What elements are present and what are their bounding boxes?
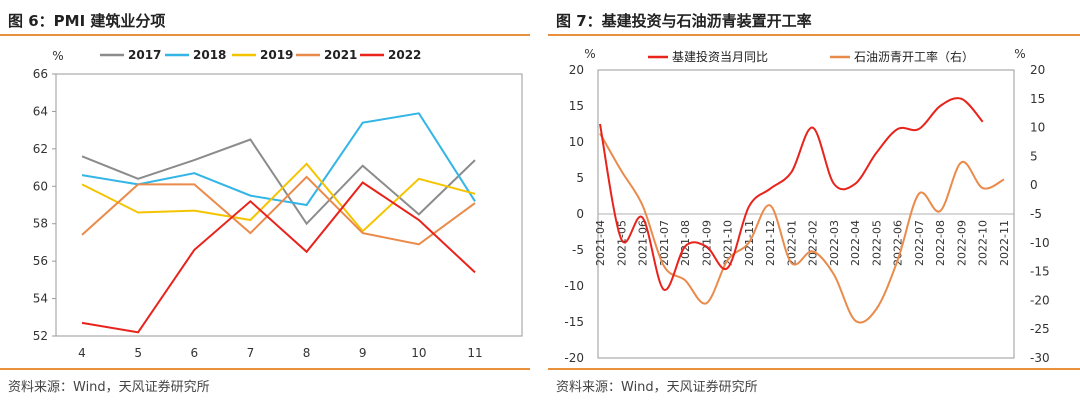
left-y-tick-label: 5 bbox=[576, 171, 584, 185]
legend-label-infra: 基建投资当月同比 bbox=[672, 49, 768, 64]
x-tick-label: 10 bbox=[411, 346, 426, 360]
infra-asphalt-line-chart: % % -20 -15 -10 -5 0 5 10 15 20 -30 -25 -20 -15 -10 -5 0 5… bbox=[564, 47, 1050, 365]
x-date-label: 2021-06 bbox=[637, 220, 650, 266]
x-date-label: 2021-10 bbox=[722, 220, 735, 266]
legend-label-2017: 2017 bbox=[128, 48, 161, 62]
right-y-tick-label: 10 bbox=[1030, 121, 1045, 135]
x-tick-label: 5 bbox=[134, 346, 142, 360]
series-line-2018 bbox=[81, 112, 476, 207]
y-tick-label: 62 bbox=[33, 142, 48, 156]
x-date-label: 2022-09 bbox=[955, 220, 968, 266]
right-y-tick-label: 15 bbox=[1030, 92, 1045, 106]
series-line-asphalt bbox=[599, 132, 1005, 324]
plot-frame bbox=[55, 73, 523, 337]
y-tick-label: 64 bbox=[33, 104, 48, 118]
left-y-tick-label: -15 bbox=[564, 315, 584, 329]
right-y-tick-label: -5 bbox=[1030, 207, 1042, 221]
x-tick-label: 4 bbox=[78, 346, 86, 360]
left-y-tick-label: 20 bbox=[569, 63, 584, 77]
left-y-tick-label: 0 bbox=[576, 207, 584, 221]
x-date-label: 2021-08 bbox=[679, 220, 692, 266]
y-tick-label: 58 bbox=[33, 217, 48, 231]
x-date-label: 2021-07 bbox=[658, 220, 671, 266]
source-note: 资料来源：Wind，天风证券研究所 bbox=[8, 380, 210, 395]
x-date-label: 2022-01 bbox=[785, 220, 798, 266]
y-tick-label: 66 bbox=[33, 67, 48, 81]
x-date-label: 2021-09 bbox=[700, 220, 713, 266]
x-date-label: 2022-05 bbox=[870, 220, 883, 266]
left-y-tick-label: 10 bbox=[569, 135, 584, 149]
x-date-label: 2022-08 bbox=[934, 220, 947, 266]
right-axis-unit: % bbox=[1014, 47, 1025, 61]
right-y-tick-label: -25 bbox=[1030, 322, 1050, 336]
right-y-tick-label: -30 bbox=[1030, 351, 1050, 365]
x-date-label: 2022-02 bbox=[807, 220, 820, 266]
x-date-label: 2022-03 bbox=[828, 220, 841, 266]
series-line-2019 bbox=[81, 162, 476, 233]
x-date-label: 2022-04 bbox=[849, 220, 862, 266]
series-line-2022 bbox=[81, 181, 476, 334]
left-y-tick-label: -20 bbox=[564, 351, 584, 365]
x-date-label: 2022-07 bbox=[913, 220, 926, 266]
x-date-label: 2021-04 bbox=[594, 220, 607, 266]
right-y-tick-label: 20 bbox=[1030, 63, 1045, 77]
legend-label-asphalt: 石油沥青开工率（右） bbox=[854, 49, 974, 64]
x-tick-label: 11 bbox=[467, 346, 482, 360]
right-y-tick-label: -15 bbox=[1030, 265, 1050, 279]
right-y-tick-label: -20 bbox=[1030, 293, 1050, 307]
series-line-infra bbox=[599, 97, 984, 291]
y-tick-label: 52 bbox=[33, 329, 48, 343]
x-tick-label: 6 bbox=[190, 346, 198, 360]
right-y-tick-label: -10 bbox=[1030, 236, 1050, 250]
panel-infrastructure-asphalt: 图 7：基建投资与石油沥青装置开工率 %% -20 -15 -10 -5 0 5 10 15 20… bbox=[548, 0, 1080, 406]
left-y-tick-label: 15 bbox=[569, 99, 584, 113]
figure-title: 图 6：PMI 建筑业分项 bbox=[8, 12, 166, 30]
x-tick-label: 8 bbox=[303, 346, 311, 360]
legend-label-2021: 2021 bbox=[324, 48, 357, 62]
x-tick-label: 7 bbox=[247, 346, 255, 360]
legend-label-2022: 2022 bbox=[388, 48, 421, 62]
x-date-label: 2022-06 bbox=[892, 220, 905, 266]
panel-pmi-construction: 图 6：PMI 建筑业分项 % 52 54 56 58 60 62 64 66 4 5 6 7 8 9 10 1… bbox=[0, 0, 530, 406]
x-date-label: 2022-11 bbox=[998, 220, 1011, 266]
y-tick-label: 54 bbox=[33, 292, 48, 306]
figure-title: 图 7：基建投资与石油沥青装置开工率 bbox=[556, 12, 812, 30]
left-axis-unit: % bbox=[584, 47, 595, 61]
x-date-label: 2022-10 bbox=[977, 220, 990, 266]
legend-label-2019: 2019 bbox=[260, 48, 293, 62]
y-tick-label: 56 bbox=[33, 254, 48, 268]
y-axis-unit: % bbox=[52, 49, 63, 63]
x-date-label: 2021-12 bbox=[764, 220, 777, 266]
left-y-tick-label: -10 bbox=[564, 279, 584, 293]
series-line-2021 bbox=[81, 175, 476, 246]
x-tick-label: 9 bbox=[359, 346, 367, 360]
source-divider bbox=[548, 368, 1080, 370]
right-y-tick-label: 0 bbox=[1030, 178, 1038, 192]
left-y-tick-label: -5 bbox=[572, 243, 584, 257]
legend-label-2018: 2018 bbox=[193, 48, 226, 62]
source-note: 资料来源：Wind，天风证券研究所 bbox=[556, 380, 758, 395]
series-line-2017 bbox=[81, 138, 476, 226]
right-y-tick-label: 5 bbox=[1030, 149, 1038, 163]
title-divider bbox=[548, 34, 1080, 36]
y-tick-label: 60 bbox=[33, 179, 48, 193]
title-divider bbox=[0, 34, 530, 36]
source-divider bbox=[0, 368, 530, 370]
